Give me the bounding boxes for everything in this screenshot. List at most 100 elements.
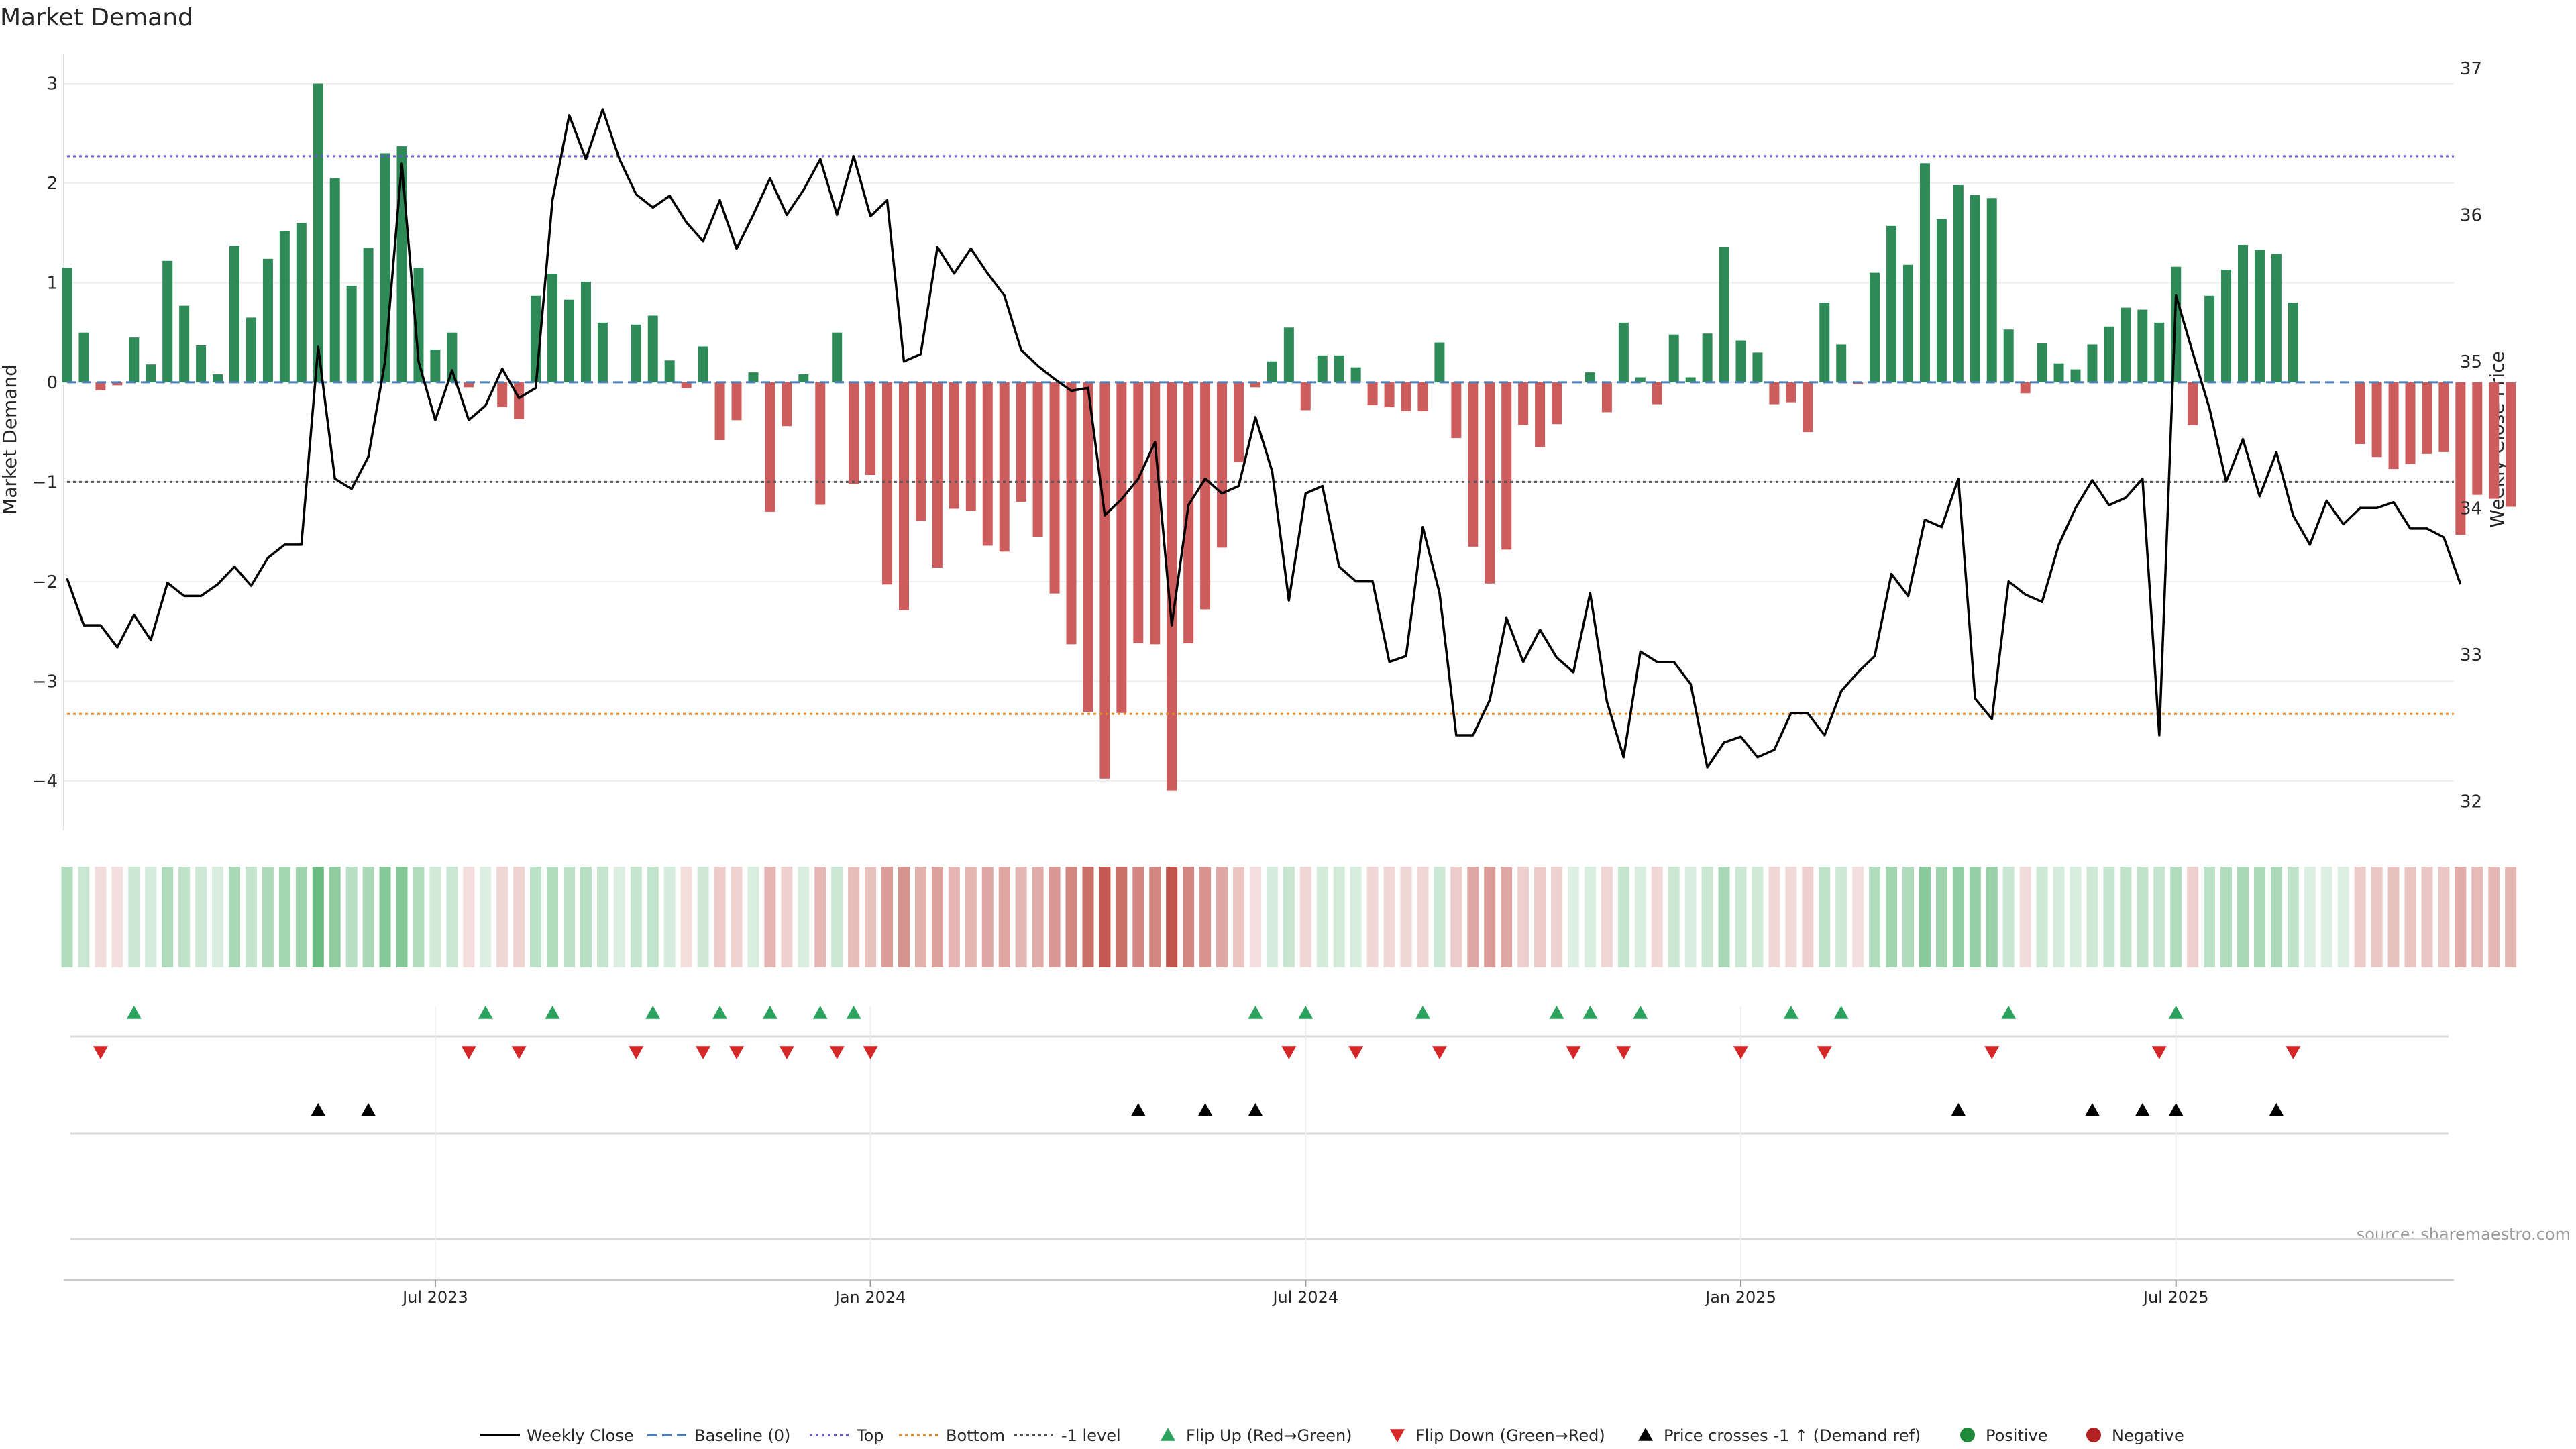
legend-swatch xyxy=(2086,1428,2101,1442)
heat-cell xyxy=(312,867,324,967)
legend-swatch xyxy=(1161,1428,1175,1441)
y-tick-label: −1 xyxy=(32,472,58,492)
demand-bar xyxy=(798,374,809,382)
heat-cell xyxy=(914,867,926,967)
heat-cell xyxy=(1969,867,1981,967)
heat-cell xyxy=(547,867,559,967)
demand-bar xyxy=(899,382,909,610)
legend-label: Flip Up (Red→Green) xyxy=(1186,1426,1352,1445)
heat-cell xyxy=(981,867,994,967)
demand-bar xyxy=(2388,382,2399,470)
demand-bar xyxy=(1217,382,1228,548)
flip-up-marker xyxy=(1833,1006,1849,1019)
heat-cell xyxy=(262,867,274,967)
legend-swatch xyxy=(1638,1428,1653,1441)
demand-bar xyxy=(597,322,608,382)
flip-down-marker xyxy=(829,1046,845,1059)
heat-cell xyxy=(1617,867,1629,967)
heat-cell xyxy=(2371,867,2383,967)
heat-cell xyxy=(2120,867,2132,967)
flip-up-marker xyxy=(762,1006,777,1019)
heat-cell xyxy=(1015,867,1027,967)
heat-cell xyxy=(1785,867,1797,967)
heat-cell xyxy=(1316,867,1328,967)
demand-bar xyxy=(262,258,273,382)
demand-bar xyxy=(815,382,826,505)
heat-cell xyxy=(429,867,441,967)
demand-bar xyxy=(1234,382,1244,462)
flip-up-marker xyxy=(1298,1006,1313,1019)
demand-bar xyxy=(1601,382,1612,413)
legend-label: Top xyxy=(856,1426,884,1445)
heat-cell xyxy=(2270,867,2282,967)
heat-cell xyxy=(1116,867,1128,967)
heat-cell xyxy=(1718,867,1730,967)
demand-bar xyxy=(1485,382,1495,584)
heat-cell xyxy=(647,867,659,967)
heat-cell xyxy=(1166,867,1178,967)
price-cross-marker xyxy=(2135,1103,2150,1116)
heat-cell xyxy=(1952,867,1964,967)
heat-cell xyxy=(2337,867,2349,967)
heat-cell xyxy=(195,867,207,967)
flip-down-marker xyxy=(1817,1046,1832,1059)
demand-bar xyxy=(2371,382,2382,458)
demand-bar xyxy=(447,332,458,382)
demand-bar xyxy=(1200,382,1211,610)
demand-bar xyxy=(1401,382,1411,411)
demand-bar xyxy=(1434,342,1445,382)
legend-swatch xyxy=(1960,1428,1975,1442)
demand-bar xyxy=(1803,382,1813,433)
heat-cell xyxy=(2387,867,2400,967)
demand-bar xyxy=(2137,309,2148,382)
demand-bar xyxy=(246,317,256,382)
heat-cell xyxy=(1484,867,1496,967)
price-cross-marker xyxy=(1951,1103,1966,1116)
flip-up-marker xyxy=(846,1006,861,1019)
demand-bar xyxy=(112,382,123,386)
demand-bar xyxy=(2053,363,2064,382)
heat-cell xyxy=(1752,867,1764,967)
heat-cell xyxy=(2070,867,2082,967)
demand-bar xyxy=(1133,382,1144,643)
price-cross-marker xyxy=(2084,1103,2100,1116)
heat-cell xyxy=(1568,867,1579,967)
demand-bar xyxy=(915,382,926,521)
demand-bar xyxy=(1417,382,1428,411)
demand-bar xyxy=(1585,372,1595,382)
heat-cell xyxy=(1082,867,1094,967)
demand-bar xyxy=(731,382,742,421)
flip-down-marker xyxy=(1432,1046,1447,1059)
x-axis-ticks: Jul 2023 Jan 2024 Jul 2024 Jan 2025 Jul 2025 xyxy=(401,1280,2209,1307)
demand-bar xyxy=(162,260,173,382)
heat-cell xyxy=(1551,867,1563,967)
demand-bar xyxy=(346,285,357,382)
demand-bar xyxy=(2221,270,2232,382)
heat-cell xyxy=(1216,867,1228,967)
heat-cell xyxy=(1099,867,1111,967)
heat-cell xyxy=(1199,867,1212,967)
demand-bar xyxy=(882,382,893,585)
demand-bar xyxy=(782,382,792,427)
demand-bar xyxy=(1970,195,1980,382)
demand-bar xyxy=(1535,382,1546,447)
demand-bar xyxy=(1552,382,1562,425)
flip-down-marker xyxy=(1281,1046,1297,1059)
demand-bar xyxy=(2288,303,2298,382)
y2-tick-label: 36 xyxy=(2460,205,2482,225)
heat-cell xyxy=(2287,867,2299,967)
demand-bar xyxy=(1919,163,1930,382)
heat-cell xyxy=(1852,867,1864,967)
demand-bar xyxy=(1317,355,1328,382)
y2-tick-label: 35 xyxy=(2460,352,2482,372)
flip-down-marker xyxy=(2286,1046,2301,1059)
demand-bar xyxy=(2020,382,2031,394)
demand-bar xyxy=(1786,382,1796,402)
heat-cell xyxy=(1684,867,1697,967)
demand-bar xyxy=(413,268,424,382)
flip-down-marker xyxy=(1566,1046,1581,1059)
heat-cell xyxy=(1366,867,1379,967)
reference-lines xyxy=(67,155,2454,715)
heat-cell xyxy=(831,867,843,967)
heat-cell xyxy=(1584,867,1596,967)
